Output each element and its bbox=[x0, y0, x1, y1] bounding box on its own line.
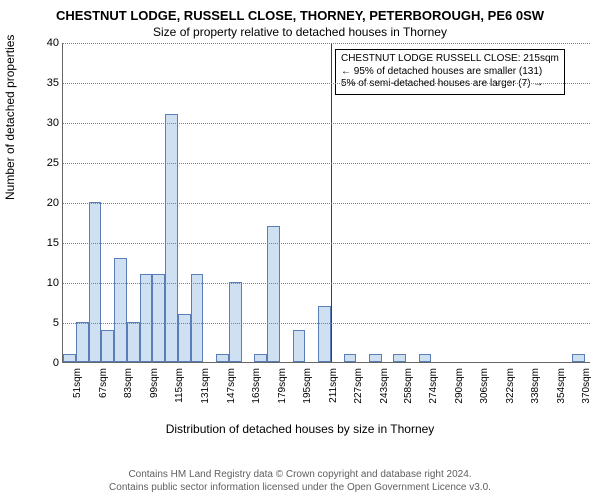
x-tick-label: 227sqm bbox=[353, 368, 364, 408]
footer-attribution: Contains HM Land Registry data © Crown c… bbox=[0, 468, 600, 494]
annotation-line-1: CHESTNUT LODGE RUSSELL CLOSE: 215sqm bbox=[341, 53, 559, 66]
x-tick-label: 195sqm bbox=[302, 368, 313, 408]
histogram-bar bbox=[419, 354, 432, 362]
y-tick-label: 25 bbox=[47, 157, 63, 169]
y-tick-label: 20 bbox=[47, 197, 63, 209]
y-tick-label: 5 bbox=[53, 317, 63, 329]
histogram-bar bbox=[63, 354, 76, 362]
histogram-bar bbox=[344, 354, 357, 362]
histogram-bar bbox=[229, 282, 242, 362]
x-tick-label: 211sqm bbox=[328, 368, 339, 408]
x-tick-label: 115sqm bbox=[174, 368, 185, 408]
grid-line bbox=[63, 243, 590, 244]
plot-area: CHESTNUT LODGE RUSSELL CLOSE: 215sqm ← 9… bbox=[62, 43, 590, 363]
grid-line bbox=[63, 163, 590, 164]
x-tick-label: 243sqm bbox=[379, 368, 390, 408]
histogram-bar bbox=[178, 314, 191, 362]
x-tick-label: 147sqm bbox=[226, 368, 237, 408]
x-tick-label: 338sqm bbox=[530, 368, 541, 408]
grid-line bbox=[63, 323, 590, 324]
histogram-bar bbox=[393, 354, 406, 362]
histogram-bar bbox=[101, 330, 114, 362]
y-tick-label: 15 bbox=[47, 237, 63, 249]
x-tick-label: 290sqm bbox=[454, 368, 465, 408]
annotation-box: CHESTNUT LODGE RUSSELL CLOSE: 215sqm ← 9… bbox=[335, 49, 565, 95]
histogram-bar bbox=[114, 258, 127, 362]
histogram-bar bbox=[254, 354, 267, 362]
x-tick-label: 354sqm bbox=[556, 368, 567, 408]
grid-line bbox=[63, 43, 590, 44]
histogram-bar bbox=[165, 114, 178, 362]
grid-line bbox=[63, 123, 590, 124]
histogram-bar bbox=[572, 354, 585, 362]
x-tick-label: 51sqm bbox=[72, 368, 83, 408]
x-tick-label: 99sqm bbox=[149, 368, 160, 408]
grid-line bbox=[63, 203, 590, 204]
chart-title-address: CHESTNUT LODGE, RUSSELL CLOSE, THORNEY, … bbox=[0, 0, 600, 23]
annotation-line-3: 5% of semi-detached houses are larger (7… bbox=[341, 78, 559, 91]
histogram-bar bbox=[318, 306, 331, 362]
y-tick-label: 10 bbox=[47, 277, 63, 289]
histogram-bar bbox=[369, 354, 382, 362]
footer-line-2: Contains public sector information licen… bbox=[0, 481, 600, 494]
grid-line bbox=[63, 283, 590, 284]
histogram-bar bbox=[191, 274, 204, 362]
annotation-line-2: ← 95% of detached houses are smaller (13… bbox=[341, 66, 559, 79]
histogram-bar bbox=[127, 322, 140, 362]
histogram-bar bbox=[89, 202, 102, 362]
chart-subtitle: Size of property relative to detached ho… bbox=[0, 23, 600, 43]
x-tick-label: 131sqm bbox=[200, 368, 211, 408]
x-axis-label: Distribution of detached houses by size … bbox=[0, 422, 600, 436]
chart-area: CHESTNUT LODGE RUSSELL CLOSE: 215sqm ← 9… bbox=[50, 43, 590, 363]
x-tick-label: 274sqm bbox=[428, 368, 439, 408]
histogram-bar bbox=[293, 330, 306, 362]
x-tick-label: 322sqm bbox=[505, 368, 516, 408]
histogram-bar bbox=[267, 226, 280, 362]
histogram-bar bbox=[152, 274, 165, 362]
x-tick-label: 67sqm bbox=[98, 368, 109, 408]
x-tick-label: 179sqm bbox=[277, 368, 288, 408]
histogram-bar bbox=[76, 322, 89, 362]
y-tick-label: 40 bbox=[47, 37, 63, 49]
y-axis-label: Number of detached properties bbox=[3, 35, 17, 200]
grid-line bbox=[63, 83, 590, 84]
histogram-bar bbox=[216, 354, 229, 362]
x-tick-label: 163sqm bbox=[251, 368, 262, 408]
x-tick-label: 83sqm bbox=[123, 368, 134, 408]
footer-line-1: Contains HM Land Registry data © Crown c… bbox=[0, 468, 600, 481]
y-tick-label: 35 bbox=[47, 77, 63, 89]
x-tick-label: 306sqm bbox=[479, 368, 490, 408]
x-tick-label: 258sqm bbox=[403, 368, 414, 408]
x-tick-label: 370sqm bbox=[581, 368, 592, 408]
histogram-bar bbox=[140, 274, 153, 362]
y-tick-label: 30 bbox=[47, 117, 63, 129]
